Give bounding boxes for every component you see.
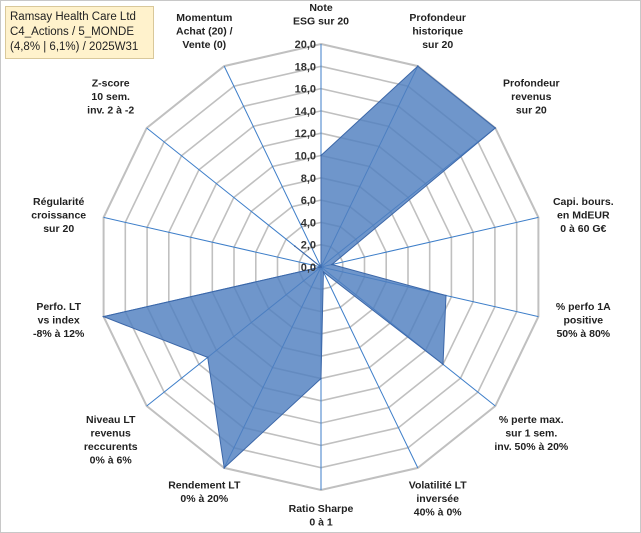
tick-label: 0,0 [301,262,316,274]
title-line-1: Ramsay Health Care Ltd [10,11,136,23]
axis-label: Profondeur historique sur 20 [409,12,466,51]
axis-label: Note ESG sur 20 [293,2,349,28]
axis-label-line: positive [563,315,603,327]
axis-spoke [146,127,322,268]
axis-label: Z-score 10 sem. inv. 2 à -2 [87,78,134,117]
axis-label-line: Profondeur [503,78,560,90]
axis-label-line: 0 à 1 [309,517,333,529]
axis-label-line: Achat (20) / [176,26,233,38]
axis-label-line: inv. 50% à 20% [494,441,569,453]
data-point [320,377,322,380]
axis-label-line: % perte max. [499,414,564,426]
axis-label: Momentum Achat (20) / Vente (0) [176,12,233,51]
data-point [102,315,105,318]
data-point [294,245,296,247]
axis-label-line: 0% à 6% [90,454,133,466]
title-line-3: (4,8% | 6,1%) / 2025W31 [10,41,139,53]
axis-label: Profondeur revenus sur 20 [503,78,560,117]
axis-label: Ratio Sharpe 0 à 1 [289,503,354,529]
chart-title-box: Ramsay Health Care Ltd C4_Actions / 5_MO… [5,6,154,59]
axis-label-line: Régularité [33,196,85,208]
axis-label: Perfo. LT vs index -8% à 12% [33,301,85,340]
axis-label-line: Vente (0) [182,39,226,51]
data-point [417,65,419,67]
tick-label: 20,0 [295,39,316,51]
axis-label-line: Ratio Sharpe [289,503,354,515]
axis-label-line: Note [309,2,332,14]
tick-label: 6,0 [301,195,316,207]
title-line-2: C4_Actions / 5_MONDE [10,26,134,38]
axis-label: Niveau LT revenus reccurents 0% à 6% [84,414,138,467]
axis-label-line: croissance [31,209,86,221]
axis-label: Rendement LT 0% à 20% [168,480,241,506]
axis-label-line: Rendement LT [168,480,241,492]
axis-label-line: Volatilité LT [409,480,468,492]
tick-label: 12,0 [295,128,316,140]
axis-label-line: inversée [416,493,459,505]
axis-label-line: inv. 2 à -2 [87,105,134,117]
data-point [322,271,325,273]
tick-label: 10,0 [295,151,316,163]
axis-label: Volatilité LT inversée 40% à 0% [409,480,468,519]
tick-label: 2,0 [301,240,316,252]
tick-label: 4,0 [301,217,316,229]
axis-spoke [320,216,539,268]
axis-label-line: Momentum [176,12,232,24]
axis-label-line: sur 1 sem. [505,427,557,439]
data-point [445,294,447,297]
axis-label: % perfo 1A positive 50% à 80% [556,301,611,340]
axis-label-line: Capi. bours. [553,196,614,208]
axis-label-line: 40% à 0% [414,507,463,519]
axis-label-line: reccurents [84,441,138,453]
axis-label-line: 10 sem. [91,91,130,103]
data-point [331,263,333,266]
data-point [320,266,322,268]
axis-label: Capi. bours. en MdEUR 0 à 60 G€ [553,196,614,235]
tick-label: 14,0 [295,106,316,118]
data-point [442,363,444,366]
tick-label: 16,0 [295,84,316,96]
axis-label-line: vs index [38,315,80,327]
axis-label-line: revenus [511,91,551,103]
axis-label-line: Profondeur [409,12,466,24]
data-point [223,467,225,469]
axis-label-line: historique [412,26,463,38]
axis-label-line: % perfo 1A [556,301,611,313]
axis-label-line: -8% à 12% [33,328,85,340]
tick-label: 8,0 [301,173,316,185]
axis-label-line: sur 20 [422,39,453,51]
axis-spoke [223,65,322,268]
axis-label-line: sur 20 [516,105,547,117]
data-point [494,127,497,129]
axis-label: % perte max. sur 1 sem. inv. 50% à 20% [494,414,569,453]
data-point [320,154,322,157]
axis-label-line: Z-score [92,78,130,90]
axis-label-line: ESG sur 20 [293,16,349,28]
axis-label-line: sur 20 [43,223,74,235]
axis-label-line: 0% à 20% [180,493,229,505]
axis-label-line: revenus [91,427,131,439]
data-point [206,356,209,359]
tick-label: 18,0 [295,61,316,73]
axis-spoke [103,216,322,268]
axis-label: Régularité croissance sur 20 [31,196,86,235]
axis-label-line: Niveau LT [86,414,136,426]
axis-spoke [320,266,419,469]
axis-label-line: Perfo. LT [36,301,81,313]
axis-label-line: en MdEUR [557,209,610,221]
axis-label-line: 0 à 60 G€ [560,223,606,235]
axis-label-line: 50% à 80% [556,328,610,340]
